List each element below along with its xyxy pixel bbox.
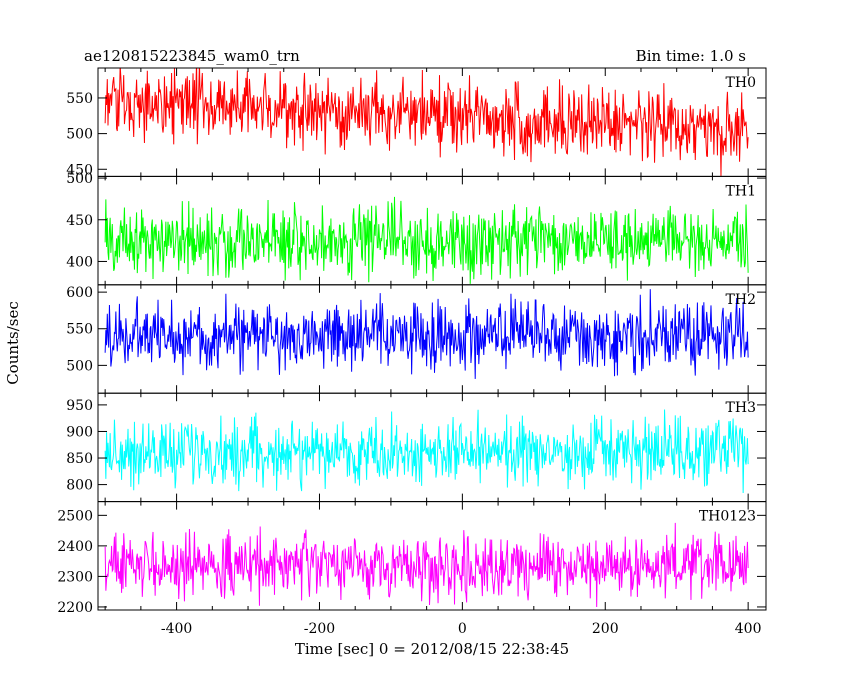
y-tick-label: 2500 (57, 508, 93, 524)
y-tick-label: 500 (66, 127, 93, 143)
y-tick-label: 450 (66, 213, 93, 229)
y-tick-label: 2400 (57, 539, 93, 555)
panel-label-th0: TH0 (726, 75, 756, 91)
y-tick-label: 400 (66, 254, 93, 270)
series-line-th3 (104, 409, 749, 493)
y-tick-label: 850 (66, 451, 93, 467)
panel-label-th1: TH1 (726, 183, 756, 199)
x-tick-label: 400 (735, 621, 762, 637)
y-tick-label: 800 (66, 478, 93, 494)
panel-th0: 450 500 550 TH0 (66, 67, 767, 178)
y-tick-label: 550 (66, 91, 93, 107)
chart-title-left: ae120815223845_wam0_trn (84, 47, 300, 65)
x-tick-label: -200 (304, 621, 335, 637)
panel-label-th0123: TH0123 (699, 509, 756, 525)
x-tick-labels: -400 -200 0 200 400 (161, 621, 762, 637)
series-line-th0123 (104, 522, 749, 607)
y-tick-label: 2300 (57, 569, 93, 585)
chart-title-right: Bin time: 1.0 s (636, 47, 746, 65)
x-tick-label: 200 (592, 621, 619, 637)
y-tick-label: 600 (66, 285, 93, 301)
series-line-th2 (104, 289, 749, 379)
x-axis-label: Time [sec] 0 = 2012/08/15 22:38:45 (295, 640, 569, 658)
panel-frame (97, 501, 767, 611)
x-tick-label: 0 (458, 621, 467, 637)
panel-th1: 400 450 500 TH1 (66, 171, 767, 286)
y-tick-label: 950 (66, 398, 93, 414)
y-tick-label: 500 (66, 171, 93, 187)
panel-label-th2: TH2 (726, 292, 756, 308)
panel-th2: 500 550 600 TH2 (66, 284, 767, 394)
y-tick-label: 2200 (57, 600, 93, 616)
y-tick-label: 500 (66, 358, 93, 374)
panel-th0123: 2200 2300 2400 2500 TH0123 (57, 501, 767, 616)
x-tick-label: -400 (161, 621, 192, 637)
y-tick-label: 450 (66, 162, 93, 178)
series-line-th0 (104, 68, 749, 176)
series-line-th1 (104, 196, 749, 284)
panel-th3: 800 850 900 950 TH3 (66, 392, 767, 503)
y-tick-label: 550 (66, 322, 93, 338)
panel-label-th3: TH3 (726, 400, 756, 416)
y-axis-label: Counts/sec (4, 301, 22, 385)
y-tick-label: 900 (66, 424, 93, 440)
